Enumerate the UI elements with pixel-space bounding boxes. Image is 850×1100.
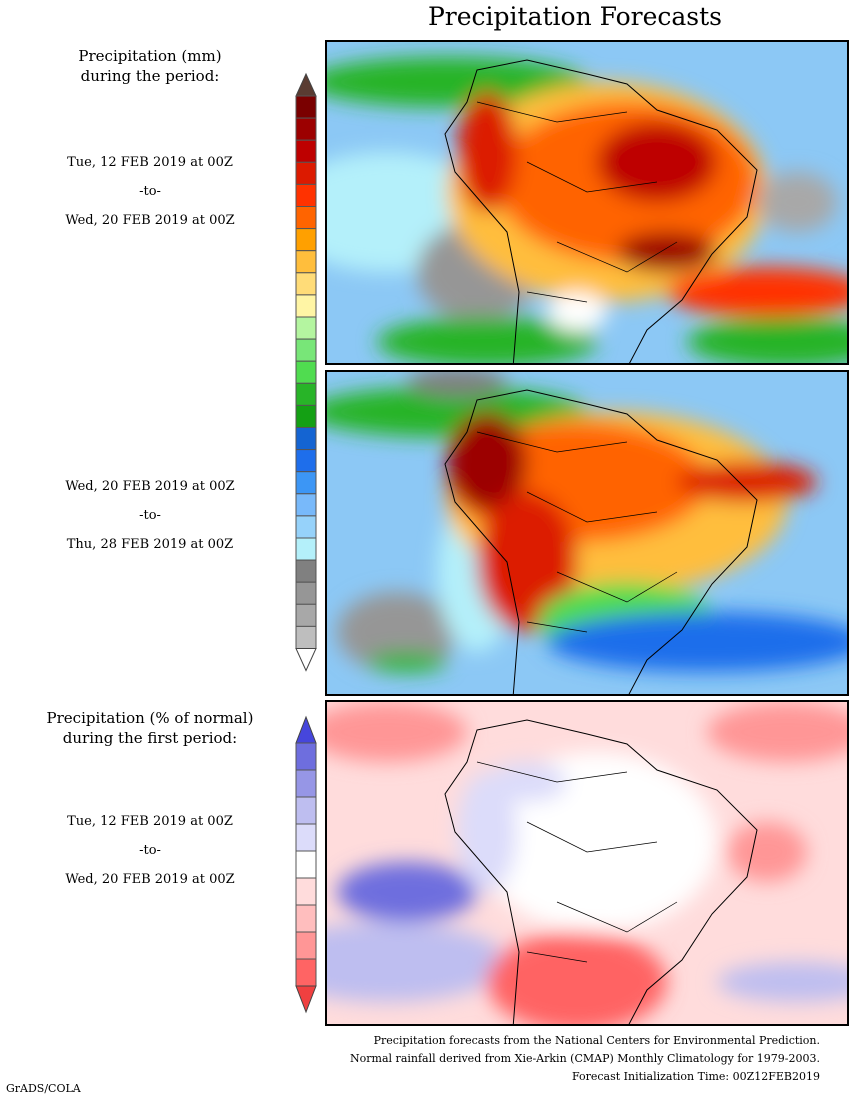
precip-map-period2-coastline: [444, 389, 758, 694]
map-panel-pct-normal: [325, 700, 849, 1026]
pct-normal-map-field: [487, 932, 667, 1024]
pct-normal-map-field: [487, 762, 567, 802]
period2-start: Wed, 20 FEB 2019 at 00Z: [65, 479, 235, 494]
pct-colorbar-band: [295, 931, 317, 960]
pct-header-line1: Precipitation (% of normal): [46, 709, 254, 727]
pct-normal-map-field: [327, 702, 467, 762]
pct-normal-map-field: [717, 962, 847, 1002]
precip-map-period1-field: [327, 57, 587, 107]
footer-line2: Normal rainfall derived from Xie-Arkin (…: [350, 1052, 820, 1065]
pct-colorbar-band: [295, 958, 317, 987]
pct-colorbar-band: [295, 742, 317, 771]
footer-line1: Precipitation forecasts from the Nationa…: [373, 1034, 820, 1047]
precip-map-period1-field: [547, 292, 607, 332]
pct-normal-map-field: [707, 702, 847, 762]
precip-map-period1-field: [687, 317, 847, 363]
page-title: Precipitation Forecasts: [427, 2, 723, 31]
precip-map-period1-field: [757, 172, 837, 232]
period1-start: Tue, 12 FEB 2019 at 00Z: [67, 155, 233, 170]
map-panel-period1: [325, 40, 849, 365]
pct-colorbar-over-triangle: [295, 715, 317, 744]
precip-map-period2-field: [407, 372, 507, 397]
pct-normal-map-field: [727, 822, 807, 882]
precip-map-period2-field: [327, 387, 587, 437]
precip-header-line2: during the period:: [80, 67, 220, 85]
precip-header: Precipitation (mm) during the period:: [20, 46, 280, 86]
pct-colorbar-band: [295, 877, 317, 906]
pct-normal-map-coastline: [444, 719, 758, 1024]
pct-header-line2: during the first period:: [62, 729, 238, 747]
footer-line3: Forecast Initialization Time: 00Z12FEB20…: [571, 1070, 820, 1083]
precip-map-period2-field: [547, 612, 847, 672]
precip-map-period2-field: [367, 652, 447, 672]
precip-colorbar-under-triangle: [295, 648, 317, 672]
pct-colorbar-band: [295, 769, 317, 798]
precip-map-period1: [327, 42, 847, 363]
pct-colorbar-under-triangle: [295, 985, 317, 1014]
period3-start: Tue, 12 FEB 2019 at 00Z: [67, 814, 233, 829]
precip-map-period1-field: [457, 92, 517, 212]
pct-colorbar-band: [295, 904, 317, 933]
pct-normal-map-field: [327, 922, 507, 1002]
pct-normal-map-field: [457, 772, 517, 892]
precip-map-period1-field: [597, 122, 717, 202]
precip-map-period2-field: [477, 492, 577, 632]
precip-map-period2-field: [337, 592, 457, 672]
precip-map-period1-field: [377, 317, 597, 363]
pct-colorbar-band: [295, 850, 317, 879]
precip-map-period1-coastline: [444, 59, 758, 363]
period1-end: Wed, 20 FEB 2019 at 00Z: [65, 213, 235, 228]
precip-map-period1-field: [667, 267, 847, 317]
precip-map-period1-field: [617, 232, 717, 272]
period2-to: -to-: [139, 508, 161, 523]
pct-normal-map-field: [337, 862, 477, 922]
pct-normal-map: [327, 702, 847, 1024]
precip-map-period2-borders: [476, 431, 678, 633]
precip-map-period2-field: [447, 412, 527, 512]
pct-colorbar-band: [295, 796, 317, 825]
period3-end: Wed, 20 FEB 2019 at 00Z: [65, 872, 235, 887]
precip-map-period2: [327, 372, 847, 694]
precip-header-line1: Precipitation (mm): [78, 47, 222, 65]
period2-end: Thu, 28 FEB 2019 at 00Z: [66, 537, 234, 552]
period3-to: -to-: [139, 843, 161, 858]
grads-credit: GrADS/COLA: [6, 1082, 81, 1095]
precip-map-period2-field: [677, 462, 817, 502]
pct-header: Precipitation (% of normal) during the f…: [20, 708, 280, 748]
pct-normal-map-borders: [476, 761, 678, 963]
pct-colorbar-band: [295, 823, 317, 852]
period1-to: -to-: [139, 184, 161, 199]
map-panel-period2: [325, 370, 849, 696]
precip-map-period1-borders: [476, 101, 678, 303]
